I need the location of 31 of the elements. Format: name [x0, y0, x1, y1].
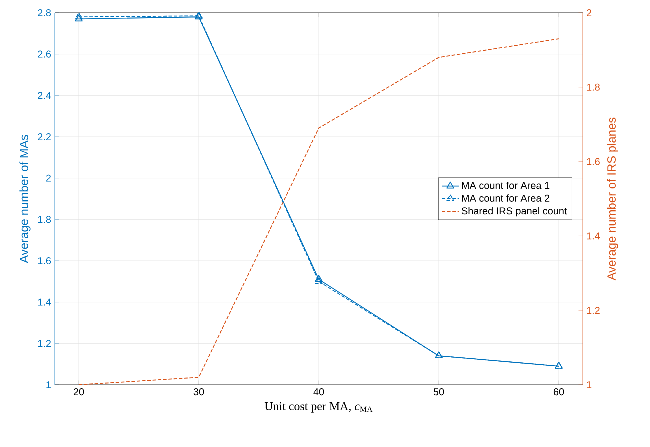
- legend-label: Shared IRS panel count: [462, 207, 568, 217]
- y-tick-label: 1.2: [38, 340, 51, 348]
- point: [315, 277, 323, 284]
- y-axis-title: Average number of MAs: [20, 135, 31, 264]
- point: [315, 275, 323, 282]
- legend-label: MA count for Area 1: [462, 182, 550, 190]
- y-tick-label: 1.4: [38, 298, 52, 306]
- y-tick-label: 1.6: [38, 257, 52, 265]
- point: [75, 14, 83, 22]
- y2-tick-label: 1.2: [587, 307, 600, 314]
- x-tick-label: 40: [314, 388, 324, 396]
- y-tick-label: 2.8: [38, 9, 52, 17]
- y2-tick-label: 1: [587, 382, 592, 388]
- y-tick-label: 1.8: [38, 216, 52, 224]
- y-tick-label: 2.2: [38, 134, 51, 140]
- point: [75, 12, 83, 20]
- legend-label: MA count for Area 2: [462, 194, 550, 202]
- x-tick-label: 30: [194, 388, 204, 396]
- y-tick-label: 2.4: [38, 92, 52, 100]
- y-tick-label: 1: [46, 382, 51, 388]
- y2-tick-label: 1.8: [587, 84, 600, 91]
- y-tick-label: 2: [46, 174, 51, 182]
- y2-tick-label: 1.6: [587, 158, 600, 166]
- x-tick-label: 20: [74, 388, 84, 396]
- x-tick-label: 60: [554, 388, 564, 396]
- x-tick-label: 50: [434, 388, 444, 396]
- y2-axis-title: Average number of IRS planes: [607, 118, 618, 281]
- y-tick-label: 2.6: [38, 50, 52, 58]
- y2-tick-label: 2: [587, 10, 592, 16]
- y2-tick-label: 1.4: [587, 232, 600, 240]
- x-axis-title: Unit cost per MA, c$_{MA}$: [264, 402, 373, 413]
